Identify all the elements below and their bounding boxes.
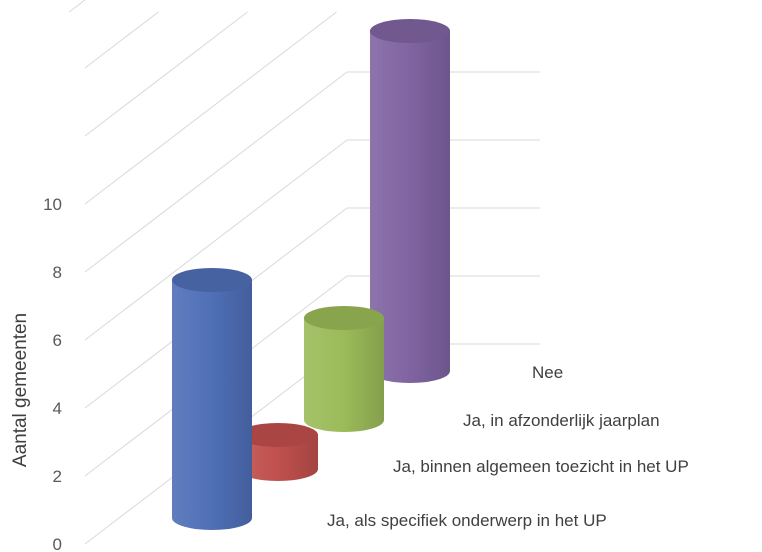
gridline-diagonal bbox=[68, 0, 86, 13]
bar-top bbox=[172, 268, 252, 292]
bar-body bbox=[370, 31, 450, 383]
bar-top bbox=[238, 423, 318, 447]
bars bbox=[172, 19, 450, 530]
y-tick-label: 8 bbox=[53, 263, 62, 282]
y-axis-ticks: 0 2 4 6 8 10 bbox=[43, 195, 62, 552]
gridline-diagonal bbox=[84, 71, 348, 273]
y-tick-label: 4 bbox=[53, 399, 62, 418]
gridline-diagonal bbox=[84, 11, 337, 205]
category-label: Nee bbox=[532, 363, 563, 382]
bar-top bbox=[304, 306, 384, 330]
bar-2 bbox=[304, 306, 384, 432]
gridline-diagonal bbox=[84, 139, 348, 341]
category-label: Ja, binnen algemeen toezicht in het UP bbox=[393, 457, 689, 476]
bar-3 bbox=[370, 19, 450, 383]
bar-body bbox=[304, 318, 384, 432]
y-tick-label: 2 bbox=[53, 467, 62, 486]
bar-body bbox=[172, 280, 252, 530]
gridline-diagonal bbox=[84, 11, 248, 137]
y-tick-label: 6 bbox=[53, 331, 62, 350]
category-label: Ja, als specifiek onderwerp in het UP bbox=[327, 511, 607, 530]
category-labels: Ja, als specifiek onderwerp in het UP Ja,… bbox=[327, 363, 689, 530]
y-axis-title: Aantal gemeenten bbox=[10, 313, 31, 467]
gridline-diagonal bbox=[84, 11, 159, 69]
bar-body bbox=[238, 435, 318, 481]
bar-0 bbox=[172, 268, 252, 530]
bar-1 bbox=[238, 423, 318, 481]
bar-top bbox=[370, 19, 450, 43]
category-label: Ja, in afzonderlijk jaarplan bbox=[463, 411, 660, 430]
y-tick-label: 0 bbox=[53, 535, 62, 552]
y-tick-label: 10 bbox=[43, 195, 62, 214]
